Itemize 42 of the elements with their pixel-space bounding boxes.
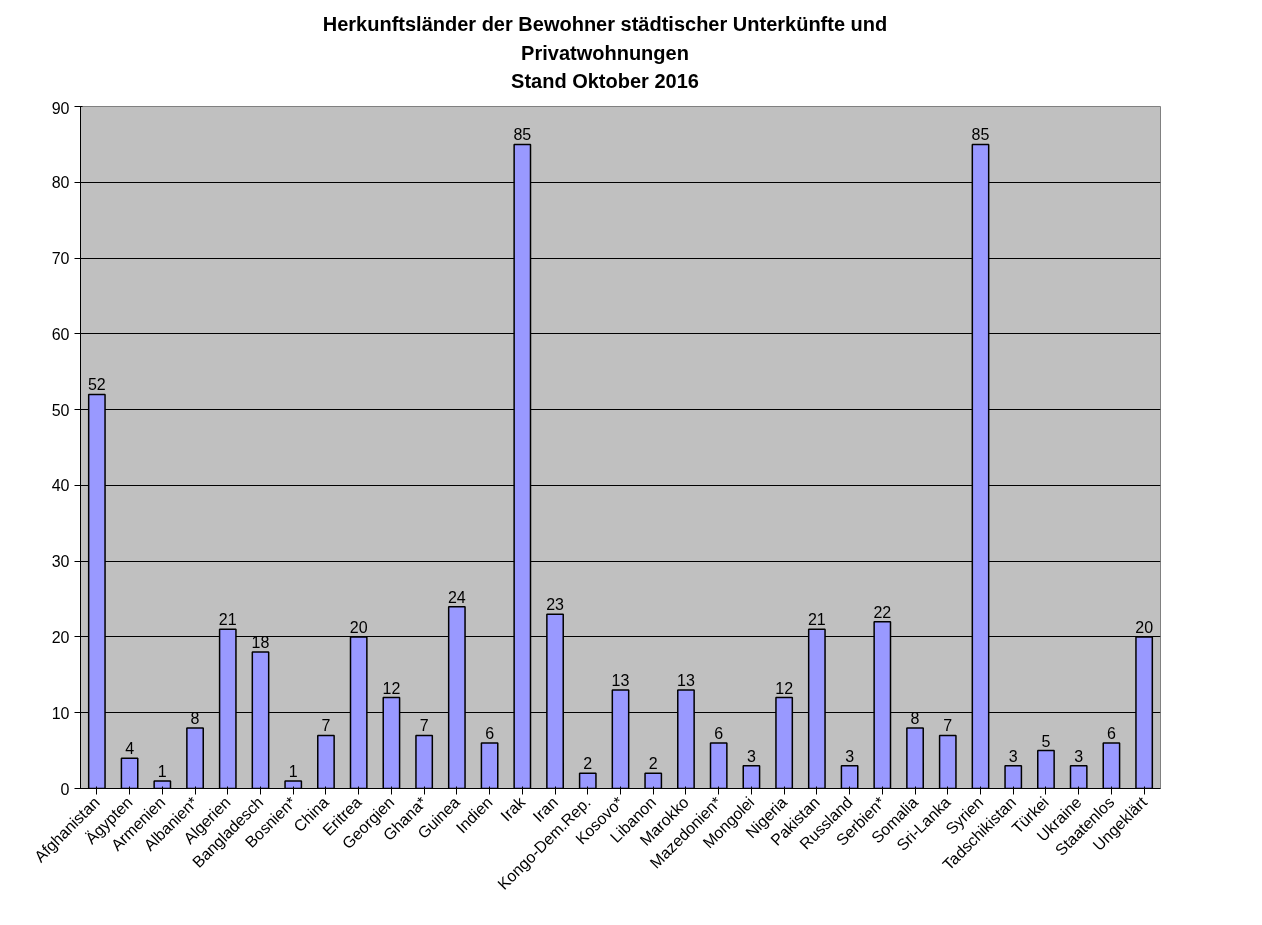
data-label: 2 — [583, 755, 593, 773]
data-label: 3 — [1008, 747, 1018, 765]
data-label: 24 — [447, 588, 466, 606]
y-tick-label: 10 — [51, 704, 70, 722]
data-label: 6 — [485, 724, 495, 742]
data-label: 12 — [382, 679, 401, 697]
data-label: 23 — [546, 595, 565, 613]
data-label: 52 — [87, 376, 106, 394]
y-tick-label: 90 — [51, 99, 70, 117]
y-tick-label: 50 — [51, 401, 70, 419]
data-label: 13 — [611, 671, 630, 689]
data-label: 1 — [288, 762, 298, 780]
data-label: 6 — [714, 724, 724, 742]
y-tick-label: 20 — [51, 628, 70, 646]
data-label: 85 — [971, 126, 990, 144]
data-label: 21 — [218, 611, 237, 629]
data-label: 1 — [157, 762, 167, 780]
data-label: 7 — [419, 717, 429, 735]
data-label: 20 — [1135, 618, 1154, 636]
data-label: 7 — [943, 717, 953, 735]
chart-subtitle: Stand Oktober 2016 — [511, 70, 699, 93]
y-tick-label: 30 — [51, 552, 70, 570]
data-label: 2 — [648, 755, 658, 773]
data-label: 3 — [746, 747, 756, 765]
data-label: 5 — [1041, 732, 1051, 750]
data-label: 13 — [677, 671, 695, 689]
data-label: 7 — [321, 717, 331, 735]
y-tick-label: 80 — [51, 173, 70, 191]
data-label: 3 — [1074, 747, 1084, 765]
data-label: 20 — [349, 618, 368, 636]
data-label: 12 — [775, 679, 794, 697]
data-label: 21 — [807, 611, 826, 629]
chart-title: Herkunftsländer der Bewohner städtischer Unterkünfte und Privatwohnungen — [322, 13, 888, 64]
data-label: 85 — [513, 126, 532, 144]
y-tick-label: 0 — [60, 780, 70, 798]
y-tick-label: 60 — [51, 325, 70, 343]
data-label: 3 — [845, 747, 855, 765]
data-label: 6 — [1106, 724, 1116, 742]
data-label: 4 — [125, 739, 135, 757]
y-tick-label: 70 — [51, 249, 70, 267]
data-label: 22 — [873, 603, 892, 621]
y-tick-label: 40 — [51, 477, 70, 495]
